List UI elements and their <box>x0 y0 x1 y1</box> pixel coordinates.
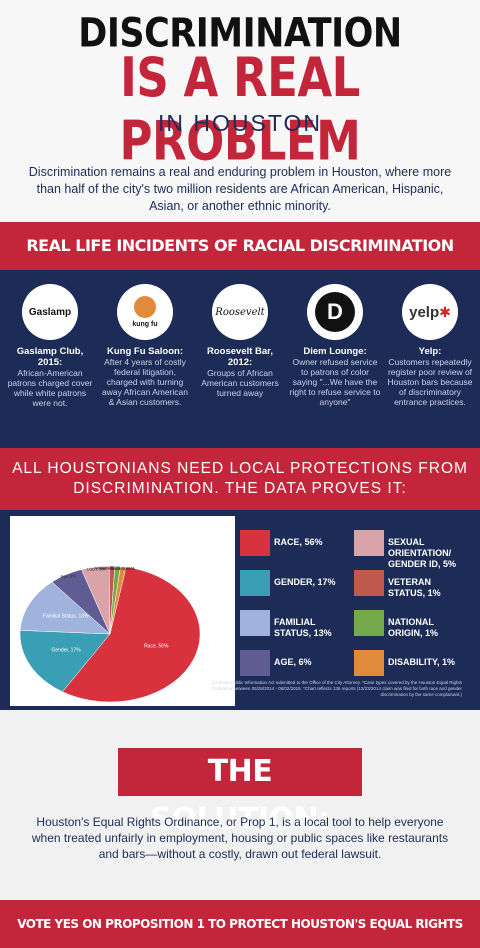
incident-diem: D Diem Lounge: Owner refused service to … <box>289 284 381 407</box>
incident-desc: After 4 years of costly federal litigati… <box>102 357 188 407</box>
incident-title: Yelp: <box>418 346 442 357</box>
pie-chart: Race, 56% Gender, 17% Familial Status, 13%… <box>19 565 201 703</box>
yelp-logo-icon: yelp ✱ <box>402 284 458 340</box>
incident-title: Gaslamp Club, 2015: <box>16 346 84 368</box>
incident-desc: African-American patrons charged cover w… <box>7 368 93 408</box>
legend-label-5: VETERAN STATUS, 1% <box>388 577 441 598</box>
gaslamp-logo-icon: Gaslamp <box>22 284 78 340</box>
legend-label-4: SEXUAL ORIENTATION/ GENDER ID, 5% <box>388 537 457 569</box>
header: DISCRIMINATION IS A REAL PROBLEM IN HOUS… <box>0 0 480 222</box>
incident-title: Roosevelt Bar, 2012: <box>207 346 273 368</box>
incident-title: Kung Fu Saloon: <box>107 346 183 357</box>
title-line-3: IN HOUSTON <box>158 110 322 136</box>
pie-label-4: LGBT, 5% <box>87 566 105 571</box>
legend-label-3: AGE, 6% <box>274 657 312 667</box>
solution-section: THE SOLUTION: Houston's Equal Rights Ord… <box>0 710 480 900</box>
kungfu-logo-icon: kung fu <box>117 284 173 340</box>
legend-label-6: NATIONAL ORIGIN, 1% <box>388 617 439 638</box>
legend-swatch-1 <box>240 570 270 596</box>
incident-desc: Customers repeatedly register poor revie… <box>387 357 473 407</box>
data-section: Race, 56% Gender, 17% Familial Status, 13%… <box>0 510 480 710</box>
legend-swatch-7 <box>354 650 384 676</box>
incident-desc: Owner refused service to patrons of colo… <box>289 357 381 407</box>
data-heading: ALL HOUSTONIANS NEED LOCAL PROTECTIONS F… <box>0 448 480 510</box>
incident-kungfu: kung fu Kung Fu Saloon: After 4 years of… <box>99 284 191 407</box>
legend-swatch-3 <box>240 650 270 676</box>
pie-label-3: Age, 6% <box>61 574 77 579</box>
legend-swatch-5 <box>354 570 384 596</box>
pie-label-7: Disability, 1% <box>111 566 135 571</box>
incidents-section: Gaslamp Gaslamp Club, 2015: African-Amer… <box>0 270 480 448</box>
solution-title: THE SOLUTION: <box>118 748 362 837</box>
chart-footnote: (1) Texas Public Information Act submitt… <box>211 680 462 697</box>
legend-swatch-6 <box>354 610 384 636</box>
pie-label-1: Gender, 17% <box>51 647 81 653</box>
incident-desc: Groups of African American customers tur… <box>201 368 279 398</box>
incidents-banner: REAL LIFE INCIDENTS OF RACIAL DISCRIMINA… <box>0 222 480 303</box>
legend-label-1: GENDER, 17% <box>274 577 336 587</box>
footer-cta: VOTE YES ON PROPOSITION 1 TO PROTECT HOU… <box>0 900 480 948</box>
pie-label-2: Familial Status, 13% <box>43 613 89 619</box>
pie-slice-2 <box>19 581 111 635</box>
legend-label-0: RACE, 56% <box>274 537 323 547</box>
roosevelt-logo-icon: Roosevelt <box>212 284 268 340</box>
legend-swatch-4 <box>354 530 384 556</box>
solution-text: Houston's Equal Rights Ordinance, or Pro… <box>31 815 449 861</box>
incident-title: Diem Lounge: <box>303 346 367 357</box>
pie-slice-0 <box>62 566 201 703</box>
incident-roosevelt: Roosevelt Roosevelt Bar, 2012: Groups of… <box>194 284 286 398</box>
legend-swatch-2 <box>240 610 270 636</box>
diem-logo-icon: D <box>307 284 363 340</box>
pie-label-5: Veteran Status, 1% <box>95 565 130 570</box>
incident-yelp: yelp ✱ Yelp: Customers repeatedly registe… <box>384 284 476 407</box>
legend-label-2: FAMILIAL STATUS, 13% <box>274 617 332 638</box>
pie-chart-panel: Race, 56% Gender, 17% Familial Status, 13%… <box>10 516 235 706</box>
pie-slice-1 <box>19 630 111 693</box>
pie-slice-7 <box>109 566 127 635</box>
legend-swatch-0 <box>240 530 270 556</box>
pie-label-6: National Origin, 1% <box>100 566 135 571</box>
title-line-2: IS A REAL PROBLEM <box>119 45 361 173</box>
intro-text: Discrimination remains a real and enduri… <box>28 165 452 213</box>
legend-label-7: DISABILITY, 1% <box>388 657 456 667</box>
title-line-1: DISCRIMINATION <box>78 11 402 57</box>
pie-label-0: Race, 56% <box>144 643 169 649</box>
incident-gaslamp: Gaslamp Gaslamp Club, 2015: African-Amer… <box>4 284 96 408</box>
